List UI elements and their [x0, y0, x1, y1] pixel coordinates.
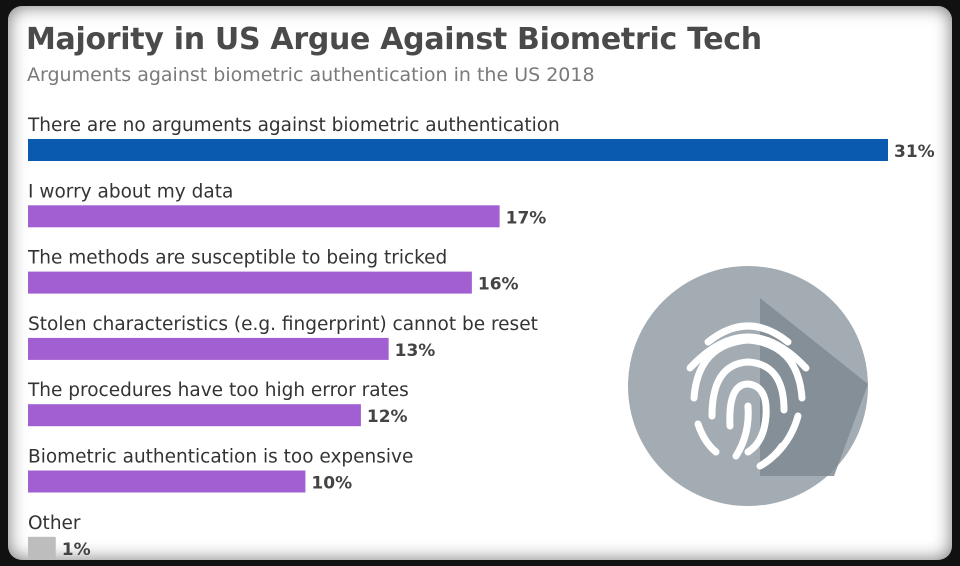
- value-label: 16%: [478, 275, 519, 295]
- category-label: Stolen characteristics (e.g. fingerprint…: [28, 314, 538, 335]
- bar: [28, 536, 56, 559]
- category-label: The methods are susceptible to being tri…: [27, 248, 447, 269]
- category-label: There are no arguments against biometric…: [27, 115, 560, 136]
- bar-chart: There are no arguments against biometric…: [27, 115, 935, 560]
- bar: [28, 205, 500, 228]
- chart-title: Majority in US Argue Against Biometric T…: [26, 22, 762, 57]
- value-label: 12%: [367, 407, 408, 427]
- category-label: Other: [28, 513, 81, 534]
- bar-group: There are no arguments against biometric…: [27, 115, 935, 560]
- value-label: 13%: [395, 341, 436, 361]
- value-label: 17%: [506, 208, 547, 228]
- value-label: 31%: [894, 142, 935, 162]
- category-label: The procedures have too high error rates: [27, 380, 409, 401]
- bar: [28, 404, 361, 427]
- bar: [28, 337, 389, 360]
- chart-subtitle: Arguments against biometric authenticati…: [27, 64, 595, 86]
- bar: [28, 470, 306, 493]
- fingerprint-lines: [686, 322, 810, 470]
- value-label: 1%: [62, 540, 91, 560]
- bar: [28, 139, 888, 161]
- bar: [28, 271, 472, 294]
- value-label: 10%: [311, 474, 352, 494]
- chart-card: Majority in US Argue Against Biometric T…: [8, 6, 952, 560]
- category-label: Biometric authentication is too expensiv…: [28, 447, 413, 468]
- category-label: I worry about my data: [28, 181, 233, 202]
- fingerprint-icon: [628, 266, 868, 506]
